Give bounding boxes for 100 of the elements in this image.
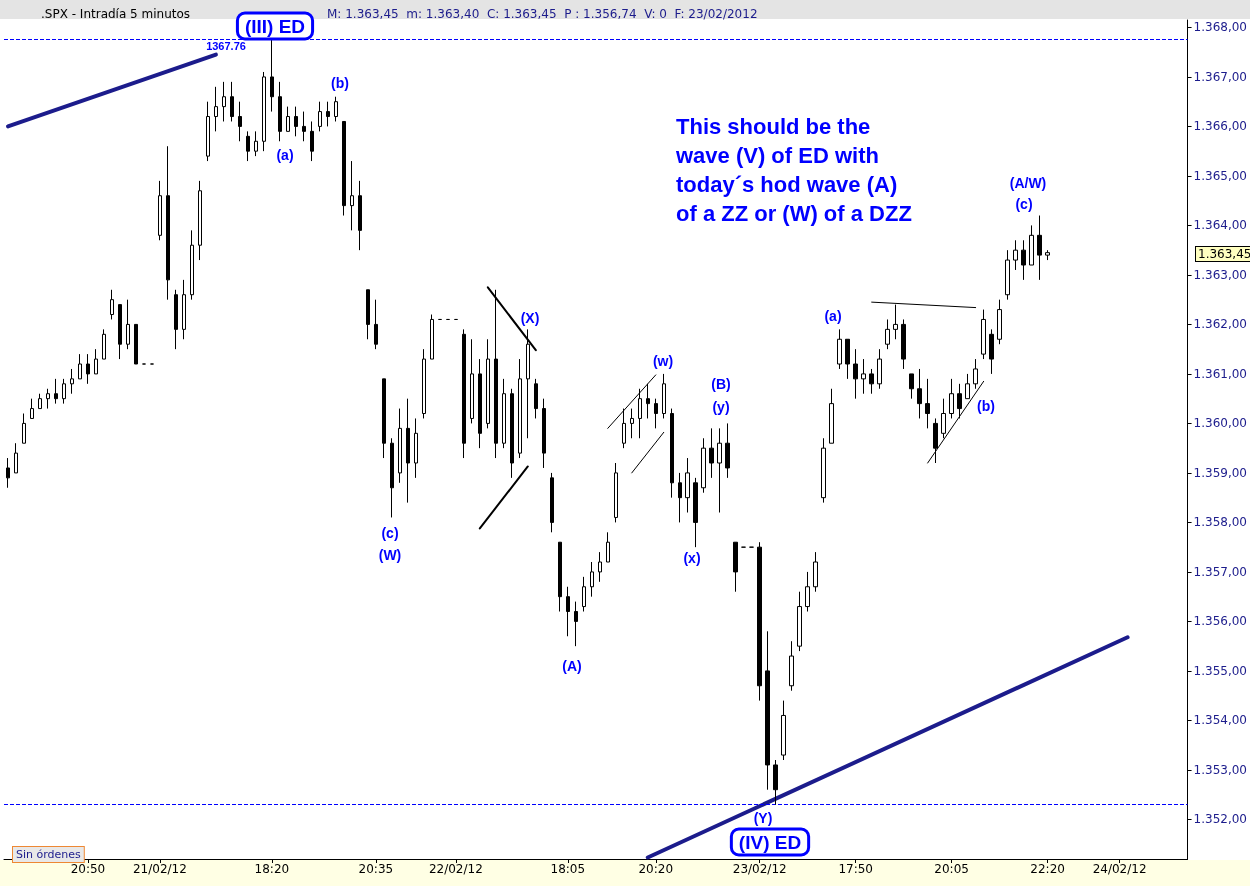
candlestick — [462, 328, 466, 459]
candlestick — [422, 348, 426, 419]
candlestick — [797, 591, 802, 652]
candlestick — [510, 388, 514, 479]
y-tick-label: 1.358,00 — [1193, 515, 1247, 530]
annotation: (b) — [977, 398, 995, 414]
y-tick-label: 1.368,00 — [1193, 20, 1247, 35]
candlestick — [54, 378, 58, 405]
candlestick — [1037, 215, 1042, 281]
candlestick — [869, 368, 874, 395]
candlestick — [877, 348, 882, 390]
candlestick — [725, 422, 730, 479]
candlestick — [158, 180, 162, 241]
candlestick — [382, 378, 386, 459]
x-tick-label: 23/02/12 — [732, 862, 787, 876]
annotation: (X) — [520, 310, 540, 326]
candlestick — [350, 160, 354, 231]
annotation: Sin órdenes — [16, 848, 82, 861]
candlestick — [885, 318, 890, 350]
annotation: (B) — [711, 376, 731, 392]
y-tick-label: 1.365,00 — [1193, 168, 1247, 183]
candlestick — [646, 383, 650, 419]
x-tick-label: 20:20 — [638, 862, 674, 876]
candlestick — [518, 358, 522, 459]
candlestick — [470, 338, 474, 424]
y-tick-label: 1.366,00 — [1193, 119, 1247, 134]
annotation: (c) — [1015, 196, 1033, 212]
x-tick-label: 20:05 — [934, 862, 969, 876]
candlestick — [1013, 239, 1018, 271]
annotation: (a) — [276, 147, 294, 163]
y-tick-label: 1.367,00 — [1193, 69, 1247, 84]
candlestick — [662, 373, 666, 419]
candlestick — [414, 417, 418, 479]
candlestick — [534, 378, 538, 419]
candlestick — [398, 408, 402, 484]
y-tick-label: 1.359,00 — [1193, 465, 1247, 480]
candlestick — [238, 101, 242, 142]
chart-subtitle: M: 1.363,45 m: 1.363,40 C: 1.363,45 P : 1.356,74 V: 0 F: 23/02/2012 — [327, 7, 758, 21]
candlestick — [957, 383, 962, 419]
candlestick — [366, 289, 370, 340]
candlestick — [733, 541, 738, 593]
candlestick — [334, 96, 338, 122]
candlestick — [829, 388, 834, 444]
candlestick — [542, 398, 546, 469]
candlestick — [222, 81, 226, 122]
annotation: (w) — [652, 353, 674, 369]
x-tick-label: 22:20 — [1030, 862, 1065, 876]
candlestick — [717, 427, 722, 514]
candlestick — [94, 348, 98, 375]
annotation: (b) — [331, 75, 349, 91]
candlestick — [973, 358, 978, 390]
candlestick — [230, 81, 234, 122]
candlestick — [670, 408, 674, 499]
candlestick — [70, 368, 74, 395]
candlestick — [861, 358, 866, 395]
candlestick — [1021, 239, 1026, 281]
candlestick — [430, 314, 434, 360]
y-tick-label: 1.353,00 — [1193, 762, 1247, 777]
candlestick — [478, 358, 482, 449]
candlestick — [805, 571, 810, 613]
candlestick — [86, 353, 90, 385]
candlestick — [390, 437, 394, 518]
candlestick — [941, 398, 946, 439]
candlestick — [78, 353, 82, 380]
candlestick — [502, 378, 506, 449]
candlestick — [30, 398, 34, 419]
candlestick — [781, 700, 786, 761]
candlestick — [909, 373, 914, 400]
candlestick — [22, 413, 26, 444]
candlestick — [126, 299, 130, 350]
annotation: (Y) — [753, 810, 773, 826]
annotation: (c) — [381, 525, 399, 541]
candlestick — [38, 393, 42, 410]
candlestick — [342, 120, 346, 217]
candlestick — [310, 120, 314, 162]
candlestick — [270, 38, 274, 113]
candlestick — [981, 309, 986, 360]
candlestick — [190, 229, 194, 301]
candlestick — [757, 541, 762, 702]
candlestick — [773, 759, 778, 806]
candlestick — [294, 106, 298, 137]
candlestick — [654, 398, 658, 429]
candlestick — [318, 101, 322, 132]
y-tick-label: 1.364,00 — [1193, 218, 1247, 233]
annotation: (III) ED — [244, 15, 306, 37]
x-tick-label: 24/02/12 — [1092, 862, 1147, 876]
x-tick-label: 18:05 — [550, 862, 586, 876]
candlestick — [254, 130, 258, 157]
y-tick-label: 1.362,00 — [1193, 317, 1247, 332]
y-tick-label: 1.361,00 — [1193, 366, 1247, 381]
candlestick — [214, 86, 218, 132]
candlestick — [853, 348, 858, 400]
candlestick — [326, 101, 330, 127]
x-tick-label: 17:50 — [838, 862, 873, 876]
candlestick — [6, 457, 10, 489]
candlestick — [558, 541, 562, 613]
candlestick — [278, 81, 282, 142]
candlestick — [901, 318, 906, 370]
candlestick — [134, 323, 138, 365]
candlestick — [925, 378, 930, 429]
